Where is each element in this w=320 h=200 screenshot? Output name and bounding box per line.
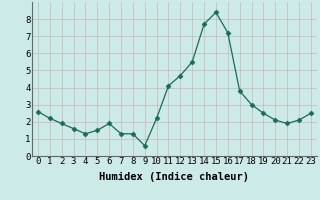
X-axis label: Humidex (Indice chaleur): Humidex (Indice chaleur)	[100, 172, 249, 182]
